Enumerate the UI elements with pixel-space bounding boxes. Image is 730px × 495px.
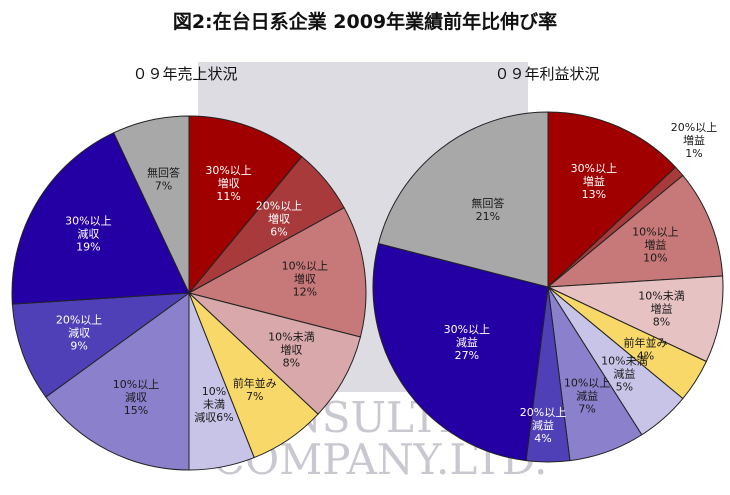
slice-label-line: 減益 [576,389,598,403]
slice-label: 10%未満増益 8% [638,290,684,329]
pie-slice [547,111,677,289]
slice-label-line: 10% [643,252,667,265]
slice-label-line: 10%以上 [113,378,159,391]
slice-label-line: 20%以上 [256,200,302,213]
slice-label: 10%以上減益 7% [564,377,610,416]
slice-label-line: 増収 [294,272,316,285]
pie-slice [187,207,367,338]
slice-label-line: 減益 [613,367,635,381]
pie-title-sales: ０９年売上状況 [132,65,237,83]
slice-label-line: 30%以上 [65,215,111,228]
slice-label-line: 増収 [280,343,302,356]
slice-label-line: 減収6% [194,410,233,424]
slice-label-line: 8% [653,316,670,329]
slice-label-line: 20%以上 [671,121,717,134]
slice-label: 10%未満減益 5% [601,355,647,394]
slice-label-line: 9% [70,340,87,353]
slice-label-line: 減益 [532,418,554,432]
slice-label-line: 減収 [68,326,90,340]
slice-label-line: 13% [582,188,606,201]
slice-label-line: 5% [616,381,633,394]
slice-label-line: 増収 [218,177,240,190]
pie-slice [188,292,362,415]
slice-label-line: 10%以上 [282,259,328,272]
slice-label-line: 未満 [203,398,225,411]
slice-label-line: 前年並み [624,335,668,349]
slice-label-line: 増収 [268,213,290,226]
slice-label-line: 4% [637,349,654,362]
slice-label-line: 7% [155,180,172,193]
slice-label-line: 増益 [651,302,673,316]
slice-label-line: 無回答 [147,166,180,180]
pie-title-profit: ０９年利益状況 [494,65,599,83]
slice-label-line: 11% [216,190,240,203]
slice-label-line: 10%以上 [632,226,678,239]
slice-label-line: 19% [76,241,100,254]
pie-slice [377,111,549,288]
slice-label-line: 21% [476,210,500,223]
slice-label-line: 6% [270,226,287,239]
slice-label-line: 減収 [125,390,147,404]
slice-label: 20%以上増収 6% [256,200,302,239]
pie-chart-profit: 30%以上増益 13%20%以上増益 1%10%以上増益 10%10%未満増益 8%前年… [372,111,724,463]
slice-label: 10%以上増益 10% [632,226,678,265]
slice-label: 10%未満増収 8% [268,330,314,369]
slice-label-line: 増益 [683,133,705,147]
slice-label-line: 30%以上 [571,162,617,175]
slice-label-line: 20%以上 [56,314,102,327]
pie-slice [546,174,724,288]
slice-label-line: 20%以上 [520,406,566,419]
slice-label: 無回答 7% [147,166,180,193]
slice-label-line: 27% [455,349,479,362]
slice-label-line: 7% [578,403,595,416]
slice-label: 30%以上増益 13% [571,162,617,201]
slice-label: 30%以上増収 11% [205,164,251,203]
pie-slice [188,115,303,295]
slice-label: 前年並み 4% [624,335,668,362]
slice-label-line: 無回答 [471,196,504,210]
slice-label: 30%以上減益 27% [444,323,490,362]
slice-label-line: 12% [293,285,317,298]
slice-label-line: 10% [202,385,226,398]
slice-label-line: 1% [685,147,702,160]
pie-slice [11,292,191,398]
slice-label-line: 増益 [644,238,666,252]
pie-slice [372,242,549,462]
pie-chart-sales: 30%以上増収 11%20%以上増収 6%10%以上増収 12%10%未満増収 8%前年… [11,115,367,471]
slice-label: 10%未満減収6% [194,385,233,424]
slice-label-line: 10%未満 [601,355,647,368]
slice-label-line: 15% [124,404,148,417]
pie-slice [11,132,190,305]
slice-label-line: 10%以上 [564,377,610,390]
slice-label: 30%以上減収 19% [65,215,111,254]
slice-label-line: 7% [246,390,263,403]
slice-label-line: 30%以上 [444,323,490,336]
slice-label-line: 10%未満 [268,330,314,343]
slice-label-line: 4% [534,432,551,445]
slice-label-line: 10%未満 [638,290,684,303]
slice-label: 10%以上減収 15% [113,378,159,417]
slice-label: 10%以上増収 12% [282,259,328,298]
slice-label-line: 8% [283,356,300,369]
slice-label: 20%以上減収 9% [56,314,102,353]
slice-label-line: 減益 [456,335,478,349]
slice-label-line: 増益 [583,174,605,188]
slice-label-line: 減収 [77,227,99,241]
slice-label-line: 30%以上 [205,164,251,177]
pie-slice [45,292,190,471]
slice-label: 無回答 21% [471,196,504,223]
slice-label: 20%以上減益 4% [520,406,566,445]
pie-slice [112,115,190,294]
figure-title: 図2:在台日系企業 2009年業績前年比伸び率 [173,10,557,33]
slice-label: 20%以上増益 1% [671,121,717,160]
slice-label-line: 前年並み [233,376,277,390]
slice-label: 前年並み 7% [233,376,277,403]
